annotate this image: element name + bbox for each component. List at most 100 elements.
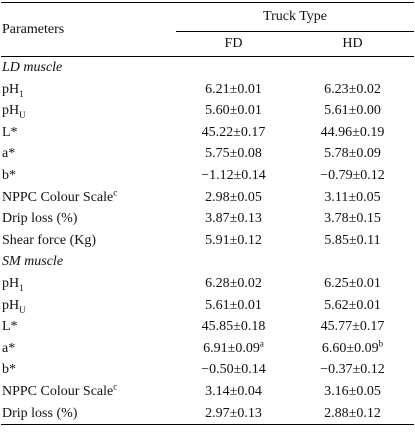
label-cell: L* — [1, 122, 176, 144]
value-cell: 45.22±0.17 — [176, 122, 291, 144]
value-cell: 5.60±0.01 — [176, 100, 291, 122]
data-row: a* 6.91±0.09a 6.60±0.09b — [1, 338, 414, 360]
cell-value: 2.98±0.05 — [205, 189, 262, 205]
label-cell: b* — [1, 165, 176, 187]
column-header: FD — [176, 31, 291, 57]
label-cell: pH1 — [1, 273, 176, 295]
data-row: b* −1.12±0.14 −0.79±0.12 — [1, 165, 414, 187]
cell-value: 44.96±0.19 — [320, 124, 385, 140]
data-row: pHU 5.60±0.01 5.61±0.00 — [1, 100, 414, 122]
row-label: a* — [2, 146, 16, 162]
value-cell: 2.98±0.05 — [176, 187, 291, 209]
cell-value: 45.77±0.17 — [320, 319, 385, 335]
cell-value: 6.23±0.02 — [324, 81, 381, 97]
label-cell: L* — [1, 316, 176, 338]
label-subscript: 1 — [19, 88, 24, 99]
label-cell: pHU — [1, 100, 176, 122]
row-label: b* — [2, 362, 16, 378]
data-row: b* −0.50±0.14 −0.37±0.12 — [1, 359, 414, 381]
value-cell: 6.21±0.01 — [176, 79, 291, 101]
cell-value: 5.61±0.00 — [324, 103, 381, 119]
data-row: NPPC Colour Scalec 3.14±0.04 3.16±0.05 — [1, 381, 414, 403]
header-text: Truck Type — [263, 9, 327, 24]
value-cell: 5.78±0.09 — [291, 143, 414, 165]
value-cell: 6.23±0.02 — [291, 79, 414, 101]
label-superscript: c — [113, 186, 118, 197]
cell-value: −1.12±0.14 — [201, 167, 266, 183]
value-cell: −1.12±0.14 — [176, 165, 291, 187]
cell-value: 6.28±0.02 — [205, 275, 262, 291]
data-row: Shear force (Kg) 5.91±0.12 5.85±0.11 — [1, 230, 414, 252]
data-table: Parameters Truck Type FD HD LD muscle pH1… — [1, 2, 415, 426]
value-cell: 3.78±0.15 — [291, 208, 414, 230]
header-text: FD — [224, 36, 243, 51]
cell-value: 5.85±0.11 — [324, 232, 381, 248]
cell-value: 5.60±0.01 — [205, 103, 262, 119]
value-cell: 5.62±0.01 — [291, 295, 414, 317]
cell-value: 6.91±0.09 — [203, 340, 260, 356]
section-cell: SM muscle — [1, 251, 414, 273]
label-cell: b* — [1, 359, 176, 381]
section-title: LD muscle — [2, 60, 63, 75]
section-cell: LD muscle — [1, 57, 414, 79]
row-label: pH — [2, 275, 20, 291]
data-row: pH1 6.28±0.02 6.25±0.01 — [1, 273, 414, 295]
value-cell: 2.97±0.13 — [176, 402, 291, 426]
row-label: NPPC Colour Scale — [2, 189, 114, 205]
data-row: a* 5.75±0.08 5.78±0.09 — [1, 143, 414, 165]
value-superscript: a — [259, 338, 264, 349]
label-subscript: U — [19, 304, 26, 315]
value-cell: −0.50±0.14 — [176, 359, 291, 381]
data-row: pH1 6.21±0.01 6.23±0.02 — [1, 79, 414, 101]
cell-value: 5.78±0.09 — [324, 146, 381, 162]
row-label: L* — [2, 319, 18, 335]
value-cell: −0.37±0.12 — [291, 359, 414, 381]
data-row: Drip loss (%) 3.87±0.13 3.78±0.15 — [1, 208, 414, 230]
row-label: pH — [2, 81, 20, 97]
value-cell: 5.85±0.11 — [291, 230, 414, 252]
value-cell: 5.91±0.12 — [176, 230, 291, 252]
header-text: Parameters — [2, 21, 65, 37]
value-cell: 3.14±0.04 — [176, 381, 291, 403]
section-title: SM muscle — [2, 254, 64, 270]
value-cell: 3.11±0.05 — [291, 187, 414, 209]
cell-value: 2.88±0.12 — [324, 405, 381, 421]
row-label: a* — [2, 340, 16, 356]
row-label: pH — [2, 103, 20, 119]
cell-value: 6.25±0.01 — [324, 275, 381, 291]
column-header: HD — [291, 31, 415, 57]
row-label: L* — [2, 124, 18, 140]
cell-value: −0.37±0.12 — [320, 362, 385, 378]
label-superscript: c — [113, 381, 118, 392]
row-label: Drip loss (%) — [2, 405, 78, 421]
label-cell: pHU — [1, 295, 176, 317]
value-cell: −0.79±0.12 — [291, 165, 414, 187]
cell-value: −0.79±0.12 — [320, 167, 385, 183]
data-row: L* 45.22±0.17 44.96±0.19 — [1, 122, 414, 144]
row-label: Shear force (Kg) — [2, 232, 97, 248]
data-row: L* 45.85±0.18 45.77±0.17 — [1, 316, 414, 338]
cell-value: 6.21±0.01 — [205, 81, 262, 97]
value-cell: 3.16±0.05 — [291, 381, 414, 403]
header-cell: Parameters — [1, 2, 176, 57]
value-cell: 6.28±0.02 — [176, 273, 291, 295]
value-cell: 44.96±0.19 — [291, 122, 414, 144]
cell-value: 3.16±0.05 — [324, 383, 381, 399]
cell-value: 5.61±0.01 — [205, 297, 262, 313]
label-cell: NPPC Colour Scalec — [1, 187, 176, 209]
header-text: HD — [342, 36, 363, 51]
cell-value: 5.62±0.01 — [324, 297, 381, 313]
cell-value: −0.50±0.14 — [201, 362, 266, 378]
data-row: NPPC Colour Scalec 2.98±0.05 3.11±0.05 — [1, 187, 414, 209]
cell-value: 2.97±0.13 — [205, 405, 262, 421]
table-body: LD muscle pH1 6.21±0.01 6.23±0.02 pHU 5.60±0.… — [1, 57, 415, 426]
cell-value: 6.60±0.09 — [321, 340, 379, 356]
cell-value: 5.75±0.08 — [205, 146, 262, 162]
label-subscript: 1 — [19, 282, 24, 293]
cell-value: 3.78±0.15 — [324, 211, 381, 227]
label-subscript: U — [19, 109, 26, 120]
value-cell: 5.61±0.00 — [291, 100, 414, 122]
value-superscript: b — [378, 338, 384, 349]
label-cell: NPPC Colour Scalec — [1, 381, 176, 403]
